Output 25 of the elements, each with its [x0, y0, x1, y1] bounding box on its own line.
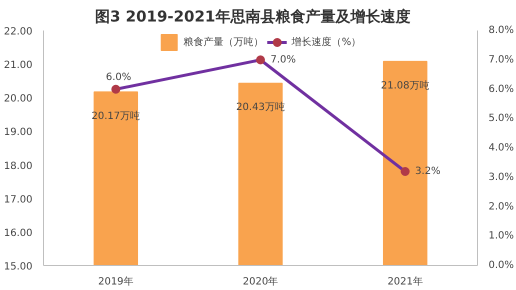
y2-tick-label: 8.0%: [488, 25, 514, 36]
y-tick-label: 19.00: [4, 127, 33, 138]
legend-label: 增长速度（%）: [292, 36, 362, 49]
y2-tick-label: 1.0%: [488, 230, 514, 242]
chart-title: 图3 2019-2021年思南县粮食产量及增长速度: [94, 8, 410, 26]
legend-label: 粮食产量（万吨）: [184, 36, 264, 49]
y2-tick-label: 7.0%: [488, 54, 514, 66]
y2-tick-label: 4.0%: [488, 142, 514, 154]
y2-tick-label: 0.0%: [488, 260, 514, 271]
y2-tick-label: 2.0%: [488, 201, 514, 212]
y-tick-label: 20.00: [4, 94, 33, 105]
y-tick-label: 18.00: [4, 160, 33, 172]
y2-tick-label: 6.0%: [488, 84, 514, 95]
y2-tick-label: 5.0%: [488, 113, 514, 124]
y2-tick-label: 3.0%: [488, 172, 514, 183]
x-tick-label: 2020年: [242, 276, 278, 288]
data-label: 7.0%: [270, 54, 296, 66]
x-tick-label: 2021年: [387, 276, 423, 288]
y-tick-label: 16.00: [4, 228, 33, 239]
y-tick-label: 15.00: [4, 262, 33, 272]
data-label: 6.0%: [106, 72, 132, 83]
y-tick-label: 22.00: [4, 26, 33, 38]
y-tick-label: 21.00: [4, 60, 33, 72]
y-tick-label: 17.00: [4, 194, 33, 206]
x-tick-label: 2019年: [98, 276, 134, 288]
